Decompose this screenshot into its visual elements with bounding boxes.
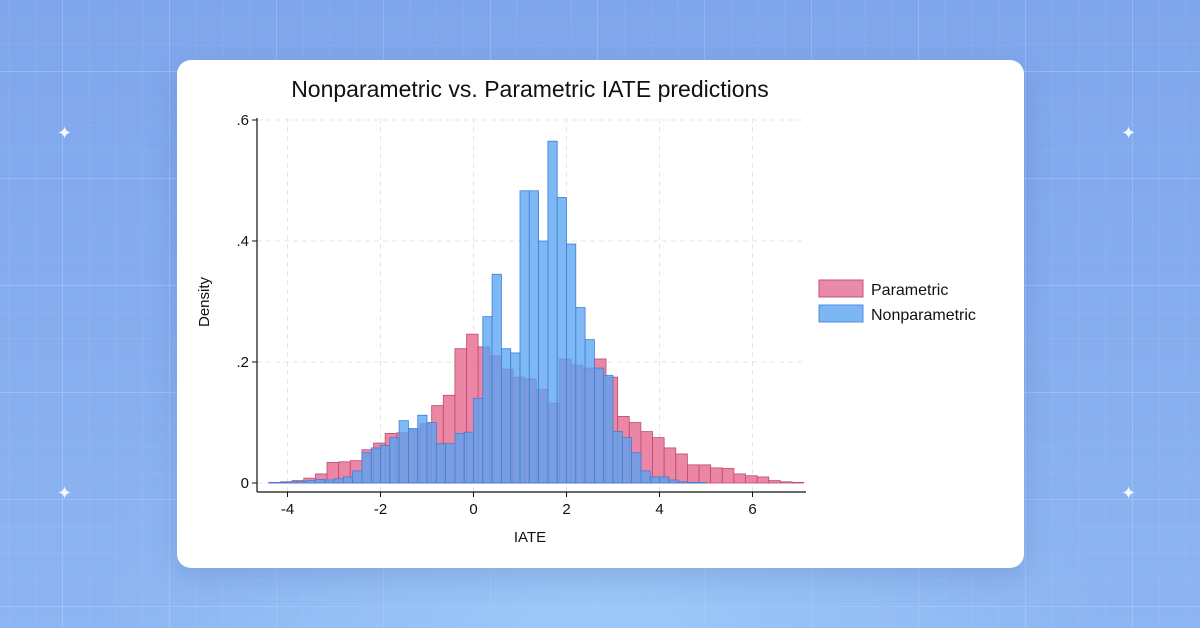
legend-label-parametric: Parametric [871,282,948,299]
chart-title: Nonparametric vs. Parametric IATE predic… [291,76,769,102]
histogram-bar [352,470,363,484]
sparkle-icon: ✦ [57,123,73,143]
histogram-bar [547,140,558,484]
legend: Parametric Nonparametric [818,279,976,324]
histogram-bar [473,397,484,484]
histogram-bar [370,447,381,484]
histogram-bar [417,414,428,484]
histogram-bar [389,437,400,484]
histogram-bar [454,432,465,484]
y-tick-label: .4 [236,233,249,250]
histogram-bar [361,452,372,484]
histogram-chart: Nonparametric vs. Parametric IATE predic… [196,76,976,546]
sparkle-icon: ✦ [57,483,73,503]
x-tick-label: -2 [374,501,387,518]
histogram-bar [342,476,354,484]
histogram-bar [733,473,746,484]
histogram-bar [407,428,419,484]
histogram-bar [698,464,712,484]
histogram-bar [314,478,326,484]
y-tick-label: 0 [241,475,249,492]
y-tick-label: .6 [236,112,249,129]
histogram-bar [631,452,642,484]
histogram-bar [686,481,698,484]
histogram-bar [398,420,409,484]
histogram-bar [791,481,805,484]
histogram-bar [463,431,474,484]
histogram-bar [575,307,586,484]
histogram-bar [652,437,665,484]
histogram-bar [380,445,391,484]
nonparametric-bars [268,140,707,484]
x-tick-label: 0 [469,501,477,518]
histogram-bar [696,481,707,484]
histogram-bar [649,476,660,484]
histogram-bar [768,480,781,484]
histogram-bar [640,470,651,484]
histogram-bar [482,316,493,484]
x-axis-label: IATE [514,529,546,546]
histogram-bar [268,481,279,484]
x-tick-label: 6 [748,501,756,518]
histogram-bar [721,468,735,484]
histogram-bar [435,443,446,484]
histogram-bar [538,240,549,484]
histogram-bar [333,478,344,484]
histogram-bar [584,339,595,484]
y-tick-label: .2 [236,354,249,371]
histogram-bar [500,348,512,484]
histogram-bar [324,479,335,484]
histogram-bar [277,481,288,484]
histogram-bar [756,476,770,484]
histogram-bar [710,467,723,484]
histogram-bar [612,431,623,484]
x-ticks: -4 -2 0 2 4 6 [281,492,757,518]
histogram-bar [296,480,307,484]
sparkle-icon: ✦ [1121,123,1137,143]
histogram-bar [593,367,605,484]
histogram-bar [745,475,758,484]
histogram-bar [519,190,530,484]
y-axis-label: Density [196,276,213,327]
histogram-bar [677,481,688,484]
histogram-bar [621,437,632,484]
x-tick-label: 4 [655,501,663,518]
legend-swatch-nonparametric [818,304,864,323]
legend-label-nonparametric: Nonparametric [871,307,976,324]
histogram-bar [528,190,539,484]
histogram-bar [305,480,316,484]
histogram-bar [668,479,679,484]
histogram-bar [556,197,567,484]
histogram-bar [675,453,688,484]
x-tick-label: 2 [562,501,570,518]
legend-swatch-parametric [818,279,864,298]
histogram-bar [426,422,437,484]
histogram-bar [603,374,614,484]
y-ticks: 0 .2 .4 .6 [236,112,257,492]
histogram-bar [686,464,700,484]
histogram-bar [287,481,298,484]
histogram-bar [780,481,793,484]
histogram-bar [445,443,456,484]
histogram-bar [566,243,577,484]
histogram-bar [491,273,502,484]
histogram-bar [510,352,521,484]
sparkle-icon: ✦ [1121,483,1137,503]
histogram-bar [659,476,670,484]
x-tick-label: -4 [281,501,294,518]
chart-card: Nonparametric vs. Parametric IATE predic… [177,60,1024,568]
